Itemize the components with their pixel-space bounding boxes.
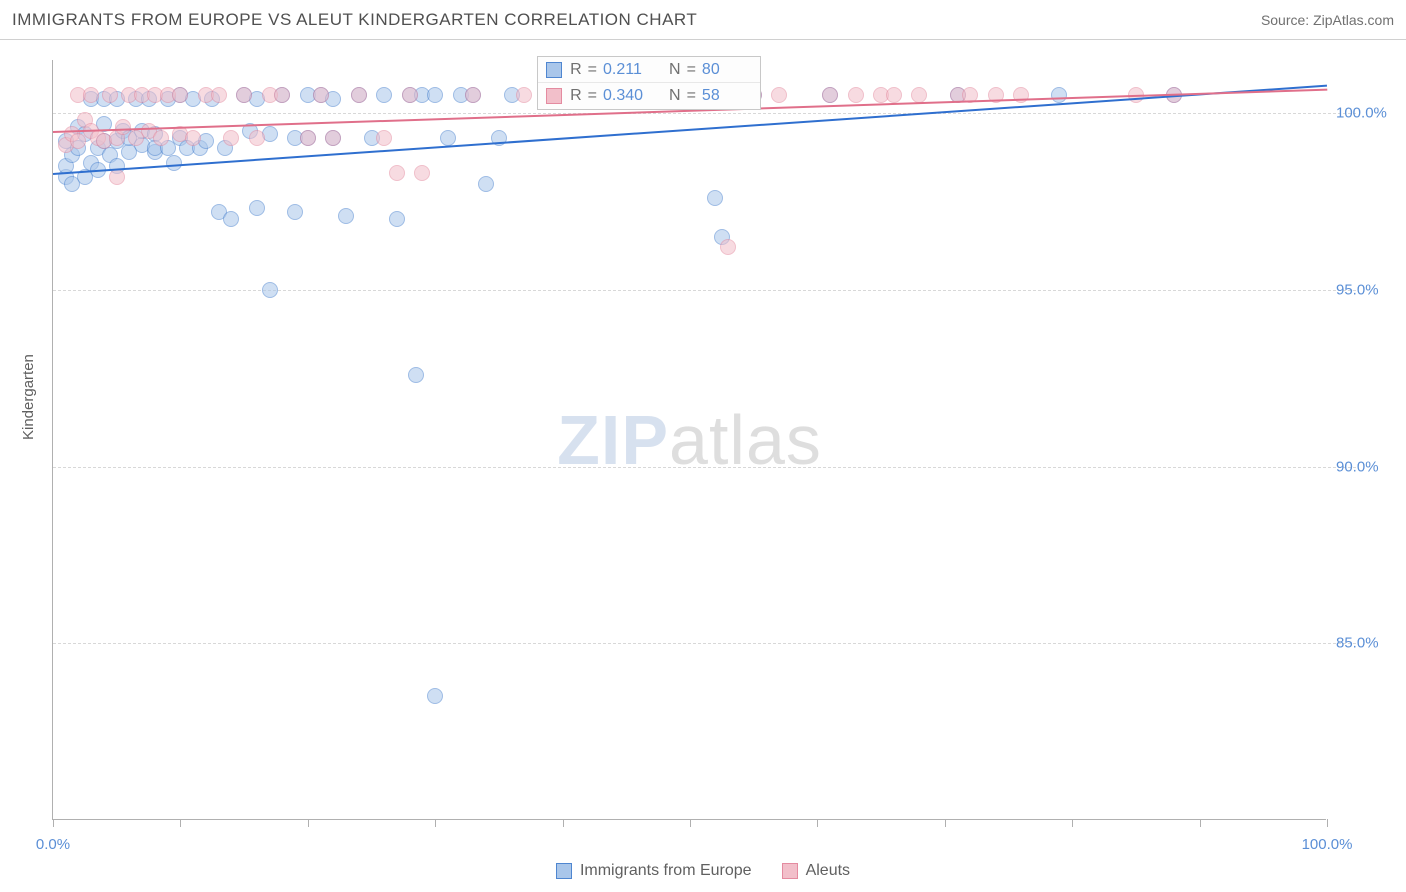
data-point bbox=[274, 87, 290, 103]
data-point bbox=[414, 165, 430, 181]
xtick bbox=[817, 819, 818, 827]
data-point bbox=[83, 87, 99, 103]
data-point bbox=[886, 87, 902, 103]
legend-label-series1: Immigrants from Europe bbox=[580, 862, 752, 880]
data-point bbox=[389, 165, 405, 181]
ytick-label: 100.0% bbox=[1336, 105, 1396, 122]
data-point bbox=[236, 87, 252, 103]
data-point bbox=[172, 87, 188, 103]
watermark: ZIPatlas bbox=[557, 400, 822, 480]
data-point bbox=[249, 200, 265, 216]
legend-item-series1: Immigrants from Europe bbox=[556, 862, 752, 880]
data-point bbox=[389, 211, 405, 227]
chart-title: IMMIGRANTS FROM EUROPE VS ALEUT KINDERGA… bbox=[12, 10, 697, 30]
stats-box: R = 0.211 N = 80 R = 0.340 N = 58 bbox=[537, 56, 761, 110]
data-point bbox=[848, 87, 864, 103]
stat-r-value: 0.340 bbox=[603, 87, 653, 105]
legend-item-series2: Aleuts bbox=[782, 862, 850, 880]
data-point bbox=[402, 87, 418, 103]
data-point bbox=[338, 208, 354, 224]
data-point bbox=[262, 282, 278, 298]
xtick bbox=[563, 819, 564, 827]
data-point bbox=[300, 130, 316, 146]
stat-n-label: N bbox=[669, 87, 681, 105]
xtick bbox=[435, 819, 436, 827]
data-point bbox=[153, 130, 169, 146]
gridline bbox=[53, 113, 1356, 114]
xtick bbox=[945, 819, 946, 827]
legend-swatch-icon bbox=[782, 863, 798, 879]
data-point bbox=[287, 204, 303, 220]
data-point bbox=[211, 87, 227, 103]
ytick-label: 85.0% bbox=[1336, 635, 1396, 652]
data-point bbox=[822, 87, 838, 103]
stats-row: R = 0.340 N = 58 bbox=[538, 83, 760, 109]
data-point bbox=[1051, 87, 1067, 103]
stat-eq: = bbox=[588, 61, 597, 79]
stat-eq: = bbox=[687, 61, 696, 79]
xtick bbox=[1327, 819, 1328, 827]
data-point bbox=[185, 130, 201, 146]
data-point bbox=[408, 367, 424, 383]
xtick bbox=[180, 819, 181, 827]
gridline bbox=[53, 290, 1356, 291]
data-point bbox=[313, 87, 329, 103]
data-point bbox=[325, 130, 341, 146]
stat-eq: = bbox=[687, 87, 696, 105]
data-point bbox=[707, 190, 723, 206]
stat-r-label: R bbox=[570, 61, 582, 79]
legend-swatch-icon bbox=[556, 863, 572, 879]
data-point bbox=[720, 239, 736, 255]
xtick-label: 0.0% bbox=[36, 836, 70, 853]
stat-eq: = bbox=[588, 87, 597, 105]
stat-n-value: 80 bbox=[702, 61, 752, 79]
stat-n-value: 58 bbox=[702, 87, 752, 105]
y-axis-label: Kindergarten bbox=[20, 354, 37, 440]
chart-header: IMMIGRANTS FROM EUROPE VS ALEUT KINDERGA… bbox=[0, 0, 1406, 40]
stats-swatch-icon bbox=[546, 88, 562, 104]
stats-swatch-icon bbox=[546, 62, 562, 78]
xtick bbox=[53, 819, 54, 827]
data-point bbox=[427, 688, 443, 704]
gridline bbox=[53, 643, 1356, 644]
xtick-label: 100.0% bbox=[1302, 836, 1353, 853]
data-point bbox=[478, 176, 494, 192]
chart-source: Source: ZipAtlas.com bbox=[1261, 12, 1394, 28]
data-point bbox=[223, 211, 239, 227]
ytick-label: 95.0% bbox=[1336, 281, 1396, 298]
ytick-label: 90.0% bbox=[1336, 458, 1396, 475]
data-point bbox=[516, 87, 532, 103]
data-point bbox=[223, 130, 239, 146]
data-point bbox=[465, 87, 481, 103]
stat-n-label: N bbox=[669, 61, 681, 79]
data-point bbox=[109, 169, 125, 185]
data-point bbox=[351, 87, 367, 103]
stats-row: R = 0.211 N = 80 bbox=[538, 57, 760, 83]
xtick bbox=[690, 819, 691, 827]
data-point bbox=[166, 155, 182, 171]
plot-area: 85.0%90.0%95.0%100.0% 0.0%100.0% ZIPatla… bbox=[52, 60, 1326, 820]
data-point bbox=[376, 87, 392, 103]
data-point bbox=[376, 130, 392, 146]
xtick bbox=[1072, 819, 1073, 827]
stat-r-label: R bbox=[570, 87, 582, 105]
stat-r-value: 0.211 bbox=[603, 61, 653, 79]
data-point bbox=[102, 87, 118, 103]
data-point bbox=[440, 130, 456, 146]
data-point bbox=[771, 87, 787, 103]
data-point bbox=[249, 130, 265, 146]
data-point bbox=[427, 87, 443, 103]
xtick bbox=[1200, 819, 1201, 827]
legend-label-series2: Aleuts bbox=[806, 862, 850, 880]
bottom-legend: Immigrants from Europe Aleuts bbox=[0, 862, 1406, 880]
xtick bbox=[308, 819, 309, 827]
gridline bbox=[53, 467, 1356, 468]
